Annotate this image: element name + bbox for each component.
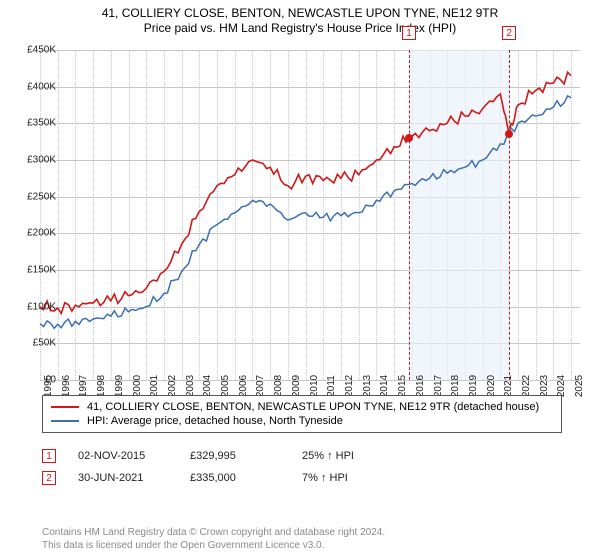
xtick-label: 2000 <box>132 375 143 397</box>
ytick-label: £50K <box>16 338 56 349</box>
sales-table: 1 02-NOV-2015 £329,995 25% ↑ HPI 2 30-JU… <box>42 445 392 489</box>
xtick-label: 2017 <box>433 375 444 397</box>
xtick-label: 2021 <box>503 375 514 397</box>
ytick-label: £350K <box>16 118 56 129</box>
xtick-label: 2015 <box>397 375 408 397</box>
sale-marker-dot <box>405 134 413 142</box>
xtick-label: 2004 <box>202 375 213 397</box>
xtick-label: 2023 <box>539 375 550 397</box>
xtick-label: 2005 <box>220 375 231 397</box>
legend-swatch-property <box>51 406 79 408</box>
xtick-label: 2022 <box>521 375 532 397</box>
legend-row-hpi: HPI: Average price, detached house, Nort… <box>51 414 553 428</box>
xtick-label: 2001 <box>149 375 160 397</box>
sale-date-1: 02-NOV-2015 <box>78 450 168 462</box>
xtick-label: 1997 <box>78 375 89 397</box>
xtick-label: 1998 <box>96 375 107 397</box>
ytick-label: £400K <box>16 81 56 92</box>
sale-price-2: £335,000 <box>190 472 280 484</box>
chart-plot-area: 12 <box>40 50 580 380</box>
legend-label-hpi: HPI: Average price, detached house, Nort… <box>87 415 343 427</box>
sale-badge-1: 1 <box>42 449 56 463</box>
chart-lines <box>40 50 580 380</box>
xtick-label: 2012 <box>344 375 355 397</box>
series-hpi <box>40 96 571 328</box>
sale-marker-badge: 2 <box>502 26 516 40</box>
sale-date-2: 30-JUN-2021 <box>78 472 168 484</box>
ytick-label: £200K <box>16 228 56 239</box>
xtick-label: 2013 <box>362 375 373 397</box>
xtick-label: 2014 <box>379 375 390 397</box>
sales-row-2: 2 30-JUN-2021 £335,000 7% ↑ HPI <box>42 467 392 489</box>
chart-title-address: 41, COLLIERY CLOSE, BENTON, NEWCASTLE UP… <box>0 6 600 20</box>
legend-label-property: 41, COLLIERY CLOSE, BENTON, NEWCASTLE UP… <box>87 401 539 413</box>
sale-badge-2: 2 <box>42 471 56 485</box>
sale-delta-2: 7% ↑ HPI <box>302 472 392 484</box>
xtick-label: 1999 <box>114 375 125 397</box>
xtick-label: 1996 <box>61 375 72 397</box>
sale-price-1: £329,995 <box>190 450 280 462</box>
xtick-label: 2020 <box>486 375 497 397</box>
xtick-label: 2011 <box>326 375 337 397</box>
xtick-label: 2010 <box>309 375 320 397</box>
sale-marker-line <box>509 50 510 380</box>
xtick-label: 2006 <box>238 375 249 397</box>
chart-legend: 41, COLLIERY CLOSE, BENTON, NEWCASTLE UP… <box>42 395 562 433</box>
xtick-label: 2002 <box>167 375 178 397</box>
xtick-label: 1995 <box>43 375 54 397</box>
ytick-label: £450K <box>16 45 56 56</box>
sales-row-1: 1 02-NOV-2015 £329,995 25% ↑ HPI <box>42 445 392 467</box>
ytick-label: £250K <box>16 191 56 202</box>
ytick-label: £300K <box>16 155 56 166</box>
sale-marker-badge: 1 <box>402 26 416 40</box>
xtick-label: 2009 <box>291 375 302 397</box>
xtick-label: 2018 <box>450 375 461 397</box>
legend-row-property: 41, COLLIERY CLOSE, BENTON, NEWCASTLE UP… <box>51 400 553 414</box>
ytick-label: £100K <box>16 301 56 312</box>
footer-line-2: This data is licensed under the Open Gov… <box>42 539 385 552</box>
sale-marker-line <box>409 50 410 380</box>
sale-delta-1: 25% ↑ HPI <box>302 450 392 462</box>
series-property <box>40 72 571 313</box>
xtick-label: 2024 <box>556 375 567 397</box>
xtick-label: 2016 <box>415 375 426 397</box>
sale-marker-dot <box>505 130 513 138</box>
xtick-label: 2003 <box>185 375 196 397</box>
legend-swatch-hpi <box>51 420 79 422</box>
ytick-label: £150K <box>16 265 56 276</box>
xtick-label: 2008 <box>273 375 284 397</box>
xtick-label: 2025 <box>574 375 585 397</box>
xtick-label: 2007 <box>255 375 266 397</box>
footer-line-1: Contains HM Land Registry data © Crown c… <box>42 526 385 539</box>
xtick-label: 2019 <box>468 375 479 397</box>
chart-footer: Contains HM Land Registry data © Crown c… <box>42 526 385 552</box>
